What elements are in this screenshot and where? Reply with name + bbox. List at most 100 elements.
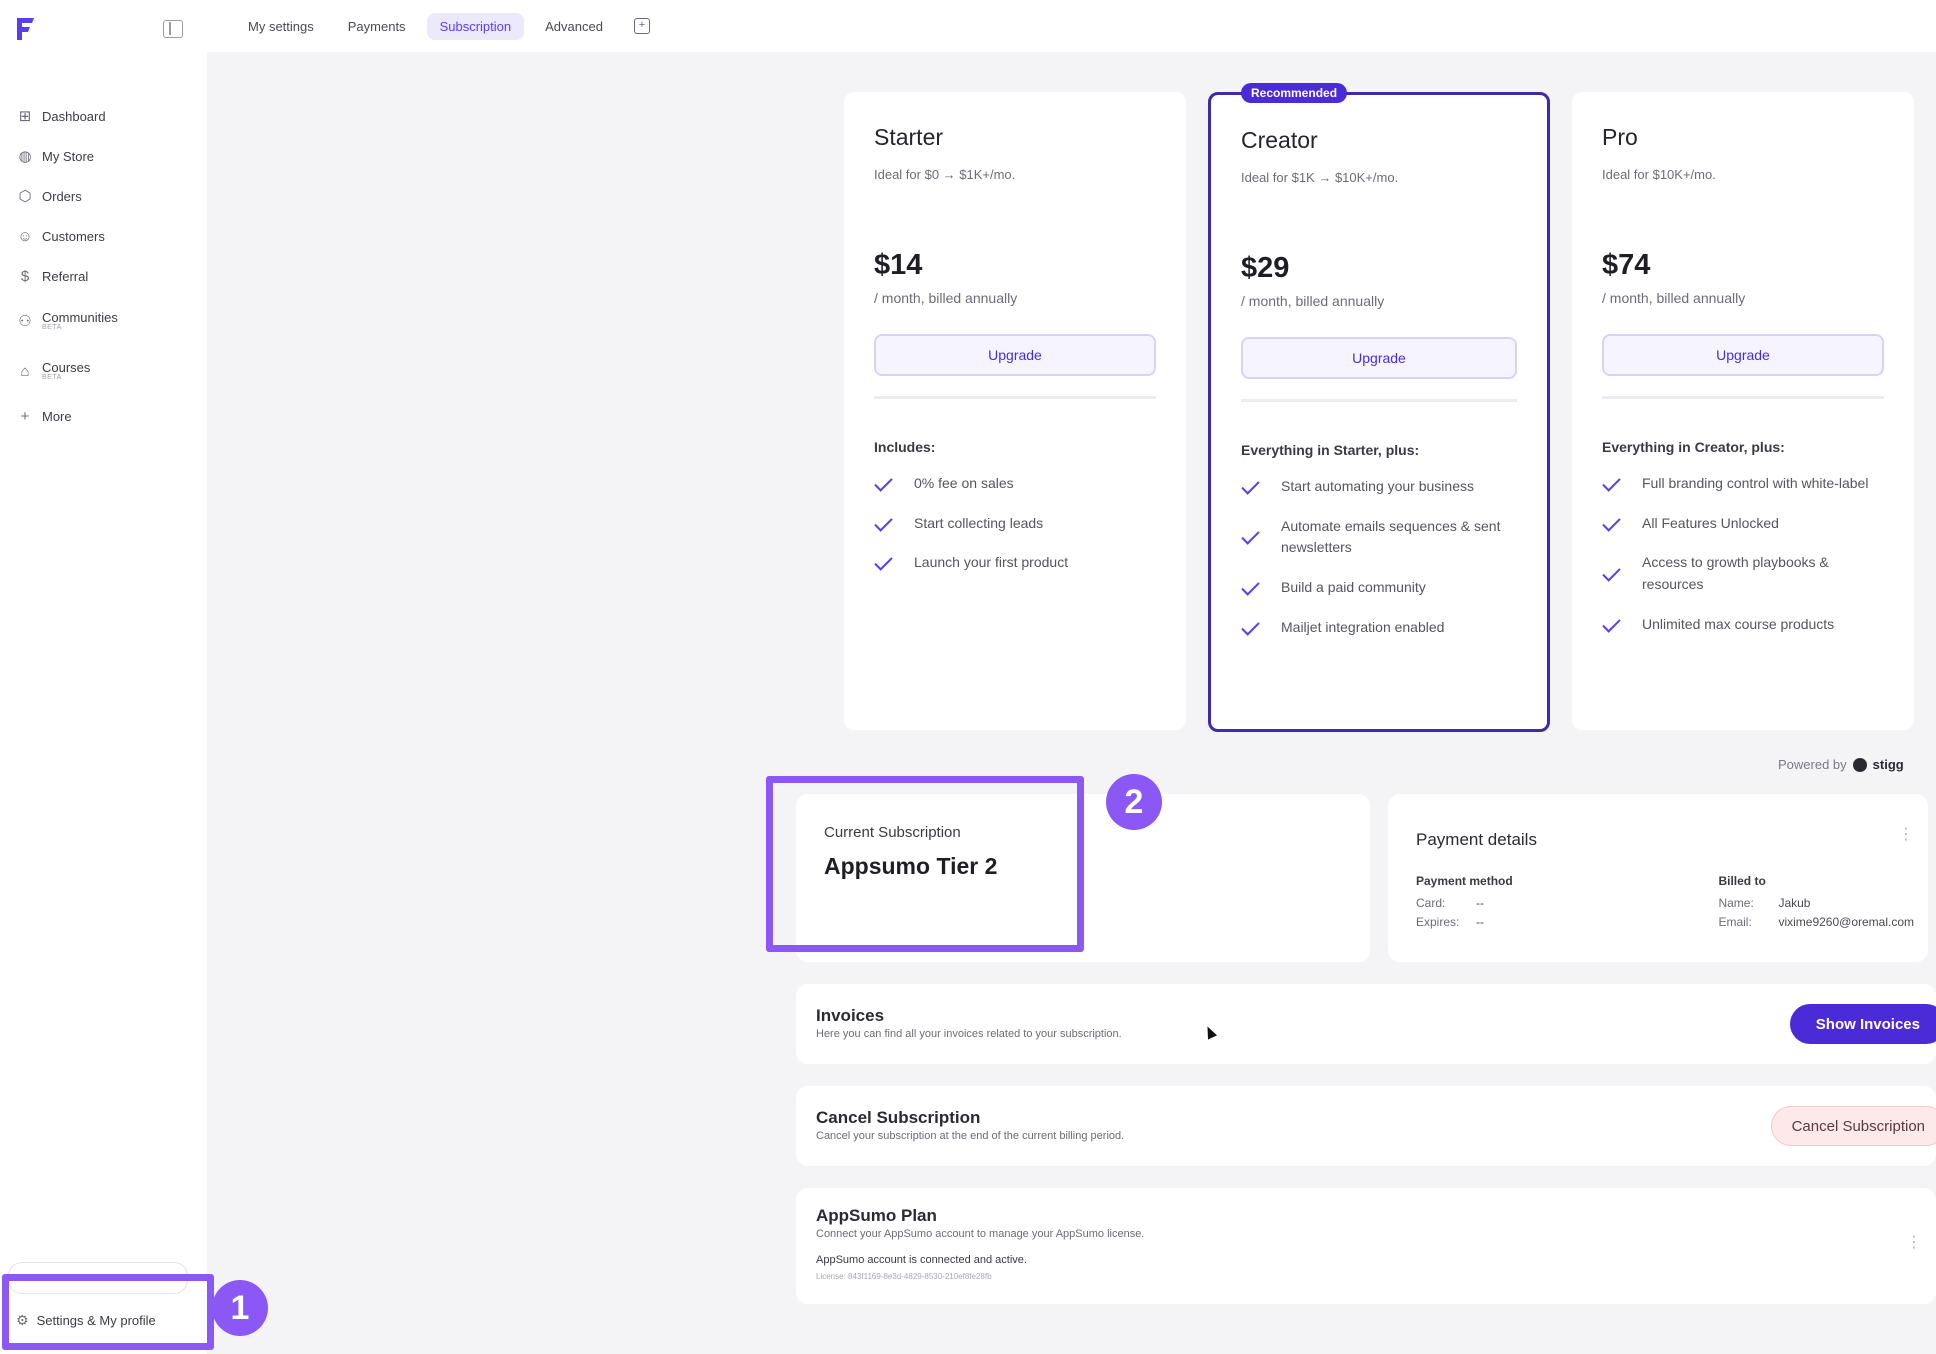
check-icon bbox=[1602, 618, 1626, 632]
invoices-card: Invoices Here you can find all your invo… bbox=[796, 984, 1936, 1064]
money-bag-icon: $ bbox=[20, 267, 30, 285]
cancel-subscription-button[interactable]: Cancel Subscription bbox=[1770, 1106, 1936, 1146]
app-logo[interactable] bbox=[14, 16, 36, 42]
recommended-badge: Recommended bbox=[1241, 83, 1348, 103]
top-tabs: My settings Payments Subscription Advanc… bbox=[207, 0, 1936, 52]
feature-item: Build a paid community bbox=[1241, 577, 1517, 599]
feature-text: 0% fee on sales bbox=[914, 475, 1014, 491]
feature-item: Automate emails sequences & sent newslet… bbox=[1241, 516, 1517, 559]
divider bbox=[1241, 399, 1517, 402]
check-icon bbox=[1241, 480, 1265, 494]
plan-ideal: Ideal for $10K+/mo. bbox=[1602, 167, 1716, 182]
beta-badge: BETA bbox=[42, 324, 62, 332]
annotation-badge-2: 2 bbox=[1106, 774, 1162, 830]
appsumo-plan-title: AppSumo Plan bbox=[816, 1206, 937, 1225]
tab-subscription[interactable]: Subscription bbox=[426, 12, 525, 40]
show-invoices-button[interactable]: Show Invoices bbox=[1789, 1004, 1936, 1044]
tab-my-settings[interactable]: My settings bbox=[248, 18, 314, 34]
feature-item: All Features Unlocked bbox=[1602, 513, 1884, 535]
graduation-icon: ⌂ bbox=[20, 362, 30, 380]
upgrade-button-creator[interactable]: Upgrade bbox=[1241, 337, 1517, 379]
feature-text: Full branding control with white-label bbox=[1642, 475, 1869, 491]
appsumo-plan-card: AppSumo Plan Connect your AppSumo accoun… bbox=[796, 1188, 1936, 1304]
upgrade-button-starter[interactable]: Upgrade bbox=[874, 334, 1156, 376]
check-icon bbox=[1241, 581, 1265, 595]
expires-label: Expires: bbox=[1416, 915, 1460, 929]
check-icon bbox=[874, 517, 898, 531]
collapse-sidebar-icon[interactable] bbox=[163, 20, 183, 38]
cancel-subscription-card: Cancel Subscription Cancel your subscrip… bbox=[796, 1086, 1936, 1166]
feature-item: Launch your first product bbox=[874, 552, 1156, 574]
plus-icon: + bbox=[20, 407, 30, 425]
sidebar-nav: ⊞ Dashboard ◍ My Store ⬡ Orders ☺ Custom… bbox=[14, 96, 199, 436]
sidebar-item-more[interactable]: + More bbox=[14, 396, 199, 436]
feature-text: Start collecting leads bbox=[914, 514, 1044, 531]
feature-text: Start automating your business bbox=[1281, 478, 1474, 494]
plan-billing: / month, billed annually bbox=[1602, 290, 1746, 306]
billed-to-heading: Billed to bbox=[1718, 874, 1766, 888]
tab-advanced[interactable]: Advanced bbox=[545, 18, 603, 34]
feature-text: Build a paid community bbox=[1281, 579, 1426, 596]
upgrade-button-pro[interactable]: Upgrade bbox=[1602, 334, 1884, 376]
plan-price: $74 bbox=[1602, 249, 1651, 281]
settings-profile-link[interactable]: ⚙ Settings & My profile bbox=[10, 1300, 200, 1340]
settings-profile-label: Settings & My profile bbox=[36, 1312, 156, 1328]
sidebar-item-dashboard[interactable]: ⊞ Dashboard bbox=[14, 96, 199, 136]
check-icon bbox=[874, 556, 898, 570]
plan-card-creator: Recommended Creator Ideal for $1K → $10K… bbox=[1208, 83, 1550, 732]
sidebar-item-label: Referral bbox=[42, 268, 89, 284]
invoices-subtitle: Here you can find all your invoices rela… bbox=[816, 1028, 1122, 1040]
feature-text: Access to growth playbooks & resources bbox=[1642, 554, 1829, 593]
sidebar-item-my-store[interactable]: ◍ My Store bbox=[14, 136, 199, 176]
sidebar-item-customers[interactable]: ☺ Customers bbox=[14, 216, 199, 256]
check-icon bbox=[1602, 567, 1626, 581]
name-label: Name: bbox=[1718, 896, 1754, 910]
feature-item: Start automating your business bbox=[1241, 476, 1517, 498]
feature-text: All Features Unlocked bbox=[1642, 514, 1779, 531]
check-icon bbox=[1602, 477, 1626, 491]
features-heading: Includes: bbox=[874, 439, 936, 455]
feature-item: Unlimited max course products bbox=[1602, 614, 1884, 636]
sidebar-item-orders[interactable]: ⬡ Orders bbox=[14, 176, 199, 216]
features-heading: Everything in Starter, plus: bbox=[1241, 442, 1420, 458]
sidebar-item-label: More bbox=[42, 408, 72, 424]
billed-to-column: Billed to Name: Jakub Email: vixime9260@or… bbox=[1718, 874, 1914, 934]
sidebar-item-courses[interactable]: ⌂ Courses BETA bbox=[14, 346, 199, 396]
plan-name: Starter bbox=[874, 124, 944, 150]
current-subscription-card: Current Subscription Appsumo Tier 2 bbox=[796, 794, 1370, 962]
tag-icon: ⬡ bbox=[18, 188, 32, 205]
appsumo-license: License: 843f1169-8e3d-4829-8530-210ef8f… bbox=[816, 1272, 992, 1281]
sidebar-item-label: Customers bbox=[42, 228, 105, 244]
cancel-subscription-title: Cancel Subscription bbox=[816, 1108, 981, 1127]
stigg-logo-icon bbox=[1852, 757, 1867, 772]
more-options-icon[interactable]: ⋮ bbox=[1906, 1234, 1922, 1251]
appsumo-plan-subtitle: Connect your AppSumo account to manage y… bbox=[816, 1228, 1145, 1240]
sliders-icon: ⚙ bbox=[16, 1311, 29, 1328]
feature-item: Access to growth playbooks & resources bbox=[1602, 552, 1884, 595]
add-tab-icon[interactable]: + bbox=[633, 18, 650, 34]
card-value: -- bbox=[1476, 896, 1484, 910]
community-icon: ⚇ bbox=[18, 313, 32, 330]
sidebar-item-label: Orders bbox=[42, 188, 82, 204]
email-value: vixime9260@oremal.com bbox=[1778, 915, 1914, 929]
sidebar-item-referral[interactable]: $ Referral bbox=[14, 256, 199, 296]
plan-price: $29 bbox=[1241, 252, 1290, 284]
sidebar-item-communities[interactable]: ⚇ Communities BETA bbox=[14, 296, 199, 346]
feature-item: Start collecting leads bbox=[874, 513, 1156, 535]
check-icon bbox=[1241, 621, 1265, 635]
appsumo-status: AppSumo account is connected and active. bbox=[816, 1254, 1027, 1266]
divider bbox=[1602, 396, 1884, 399]
plan-card-pro: Pro Ideal for $10K+/mo. $74 / month, bil… bbox=[1572, 92, 1914, 730]
more-options-icon[interactable]: ⋮ bbox=[1898, 826, 1914, 843]
sidebar-item-label: Courses bbox=[42, 359, 91, 375]
feature-text: Unlimited max course products bbox=[1642, 615, 1835, 632]
current-subscription-value: Appsumo Tier 2 bbox=[824, 853, 998, 879]
sidebar-bottom-card[interactable] bbox=[8, 1262, 188, 1294]
payment-method-column: Payment method Card: -- Expires: -- bbox=[1416, 874, 1513, 934]
feature-item: Mailjet integration enabled bbox=[1241, 617, 1517, 639]
tab-payments[interactable]: Payments bbox=[347, 18, 406, 34]
powered-by-brand: stigg bbox=[1872, 757, 1904, 772]
powered-by-prefix: Powered by bbox=[1778, 757, 1847, 772]
plan-billing: / month, billed annually bbox=[1241, 293, 1385, 309]
sidebar: ⊞ Dashboard ◍ My Store ⬡ Orders ☺ Custom… bbox=[0, 0, 207, 1354]
